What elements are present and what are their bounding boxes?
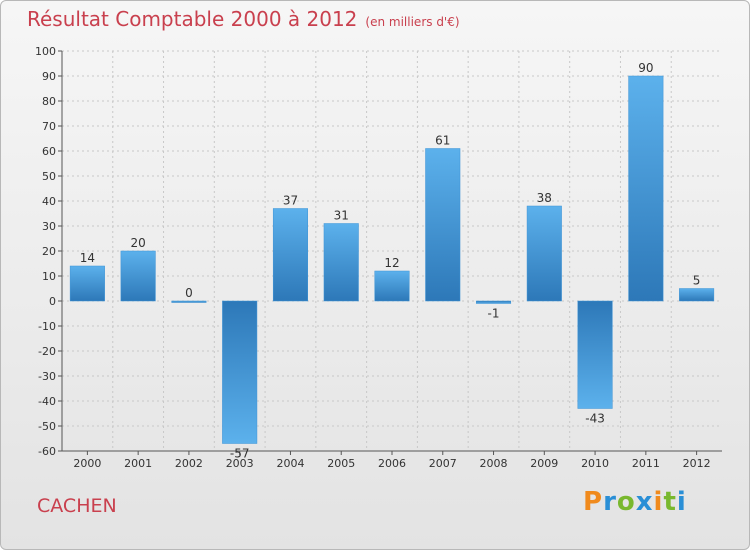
data-label: 61: [435, 134, 450, 148]
y-tick-label: 0: [49, 295, 56, 308]
data-label: 20: [131, 236, 146, 250]
bar: [577, 300, 613, 409]
logo-char: i: [676, 487, 687, 517]
y-tick-label: 90: [42, 70, 56, 83]
x-tick-label: 2002: [175, 457, 203, 470]
x-tick-label: 2008: [480, 457, 508, 470]
grid-layer: [62, 50, 722, 452]
y-tick-label: -10: [38, 320, 56, 333]
bar: [374, 270, 410, 302]
bar: [425, 148, 461, 302]
logo-char: r: [603, 487, 617, 517]
x-tick-label: 2003: [226, 457, 254, 470]
y-tick-label: 40: [42, 195, 56, 208]
bar: [628, 75, 664, 302]
data-label: 12: [384, 256, 399, 270]
data-label: 0: [185, 286, 193, 300]
proxiti-logo[interactable]: Proxiti: [583, 487, 687, 517]
x-tick-label: 2000: [73, 457, 101, 470]
data-label: 31: [334, 209, 349, 223]
bar: [120, 250, 156, 302]
x-tick-label: 2009: [530, 457, 558, 470]
y-tick-label: 30: [42, 220, 56, 233]
bar: [69, 265, 105, 302]
label-layer: 14 20 0 -57 37 31 12 61 -1 38 -43 90 5: [80, 61, 701, 461]
bar: [171, 300, 207, 303]
y-tick-label: -60: [38, 445, 56, 458]
y-tick-label: 70: [42, 120, 56, 133]
axis-layer: 1009080706050403020100-10-20-30-40-50-60…: [35, 45, 722, 470]
logo-char: x: [635, 487, 654, 517]
bar: [323, 223, 359, 302]
data-label: -1: [488, 307, 500, 321]
bar: [476, 300, 512, 304]
y-tick-label: 100: [35, 45, 56, 58]
x-tick-label: 2011: [632, 457, 660, 470]
data-label: 90: [638, 61, 653, 75]
y-tick-label: -20: [38, 345, 56, 358]
x-tick-label: 2004: [276, 457, 304, 470]
logo-char: i: [653, 487, 664, 517]
y-tick-label: 20: [42, 245, 56, 258]
data-label: 37: [283, 194, 298, 208]
logo-char: t: [663, 487, 677, 517]
x-tick-label: 2006: [378, 457, 406, 470]
data-label: 5: [693, 274, 701, 288]
x-tick-label: 2012: [683, 457, 711, 470]
logo-char: P: [583, 487, 604, 517]
x-tick-label: 2007: [429, 457, 457, 470]
data-label: -43: [585, 412, 605, 426]
x-tick-label: 2001: [124, 457, 152, 470]
chart-subtitle: (en milliers d'€): [365, 15, 460, 29]
bar: [526, 205, 562, 302]
data-label: 38: [537, 191, 552, 205]
y-tick-label: -40: [38, 395, 56, 408]
y-tick-label: 50: [42, 170, 56, 183]
bar: [679, 288, 715, 302]
y-tick-label: -50: [38, 420, 56, 433]
data-label: 14: [80, 251, 95, 265]
y-tick-label: 10: [42, 270, 56, 283]
y-tick-label: -30: [38, 370, 56, 383]
bar: [272, 208, 308, 302]
chart-title: Résultat Comptable 2000 à 2012 (en millie…: [27, 7, 460, 31]
data-label: -57: [230, 447, 250, 461]
y-tick-label: 80: [42, 95, 56, 108]
logo-char: o: [616, 487, 636, 517]
bar: [222, 300, 258, 444]
x-tick-label: 2005: [327, 457, 355, 470]
x-tick-label: 2010: [581, 457, 609, 470]
commune-name: CACHEN: [37, 495, 117, 517]
y-tick-label: 60: [42, 145, 56, 158]
bar-layer: [69, 75, 715, 444]
